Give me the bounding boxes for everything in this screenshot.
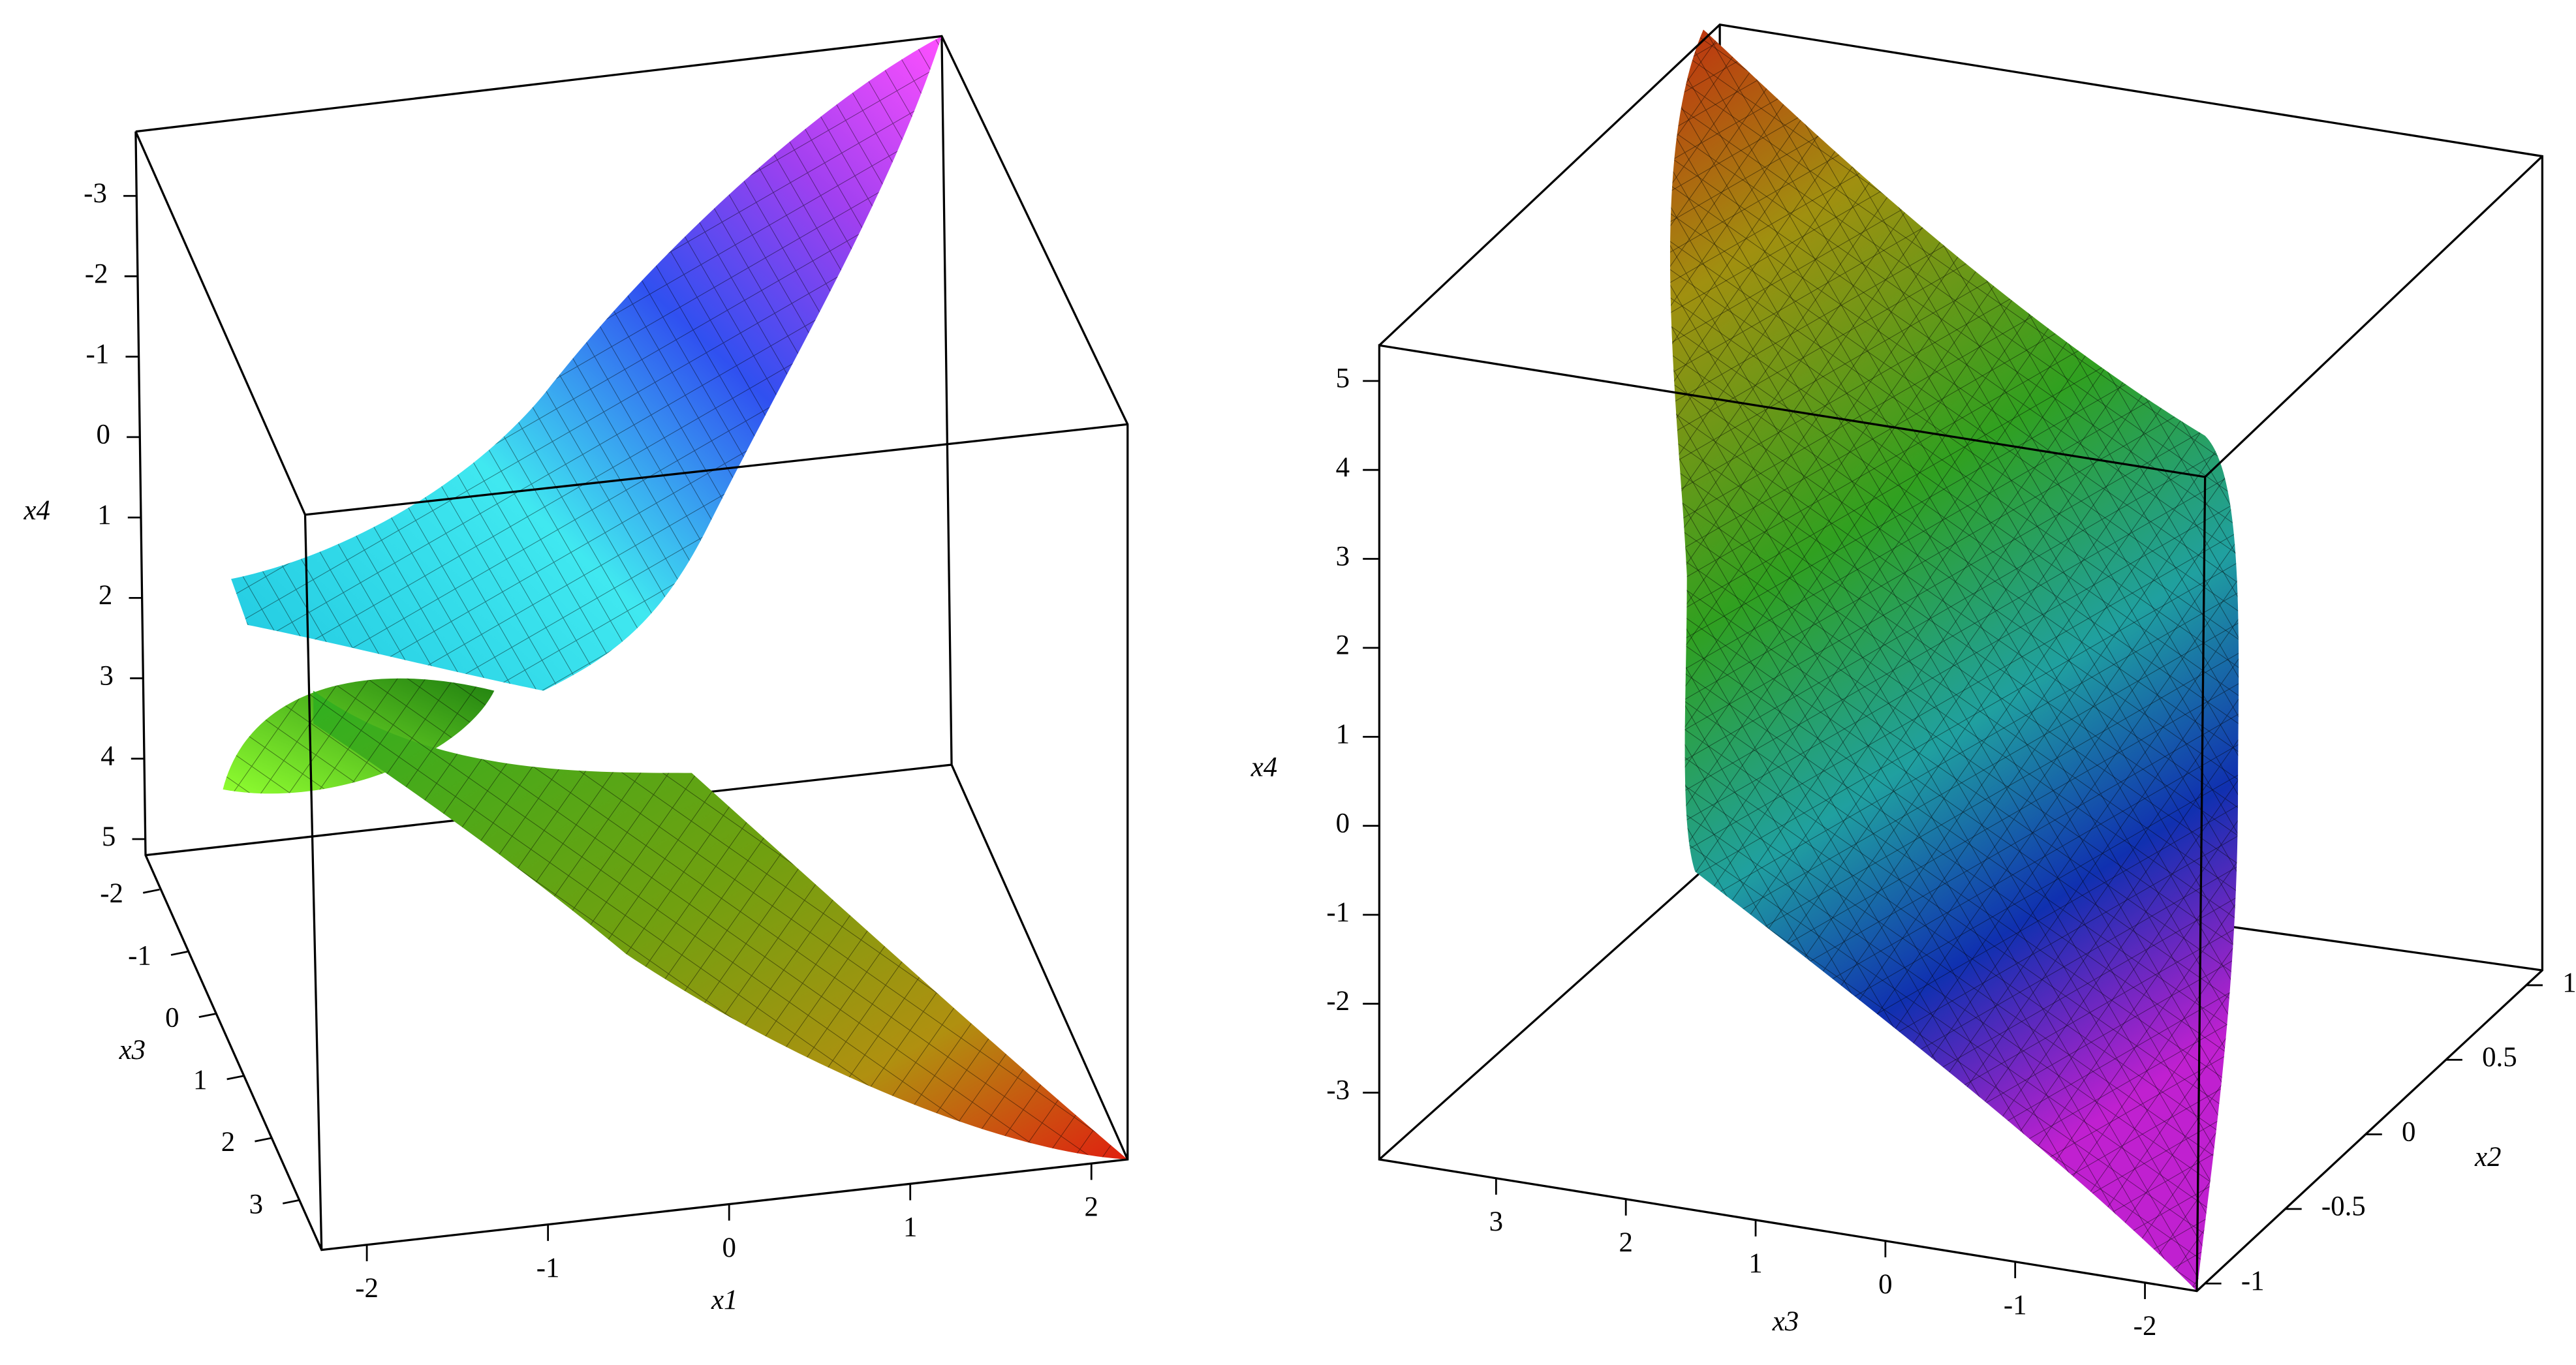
box-edge — [145, 36, 1129, 1160]
tick-label: -3 — [1326, 1075, 1350, 1106]
tick-label: -1 — [128, 940, 151, 971]
tick-label: -1 — [1326, 897, 1350, 928]
tick-label: 4 — [1336, 452, 1350, 483]
tick-label: 0.5 — [2482, 1042, 2517, 1073]
tick-label: 0 — [722, 1233, 736, 1263]
tick-label: -2 — [2134, 1311, 2157, 1342]
tick-label: -2 — [100, 878, 123, 909]
tick-label: 1 — [2562, 968, 2576, 998]
tick-mark — [282, 1199, 300, 1204]
tick-label: 2 — [1085, 1192, 1098, 1223]
axis-label: x3 — [1772, 1306, 1799, 1337]
tick-label: 3 — [100, 660, 114, 691]
tick-label: 0 — [2402, 1116, 2415, 1147]
tick-label: 1 — [97, 500, 111, 530]
tick-label: -1 — [86, 339, 110, 369]
tick-label: 1 — [903, 1212, 917, 1243]
tick-label: 0 — [96, 420, 110, 450]
tick-label: -3 — [84, 178, 107, 209]
tick-label: 5 — [1336, 363, 1350, 394]
tick-label: 5 — [102, 821, 116, 852]
tick-label: -1 — [536, 1253, 560, 1283]
tick-mark — [198, 1013, 216, 1019]
axis-label: x4 — [23, 495, 50, 526]
tick-label: -2 — [1326, 986, 1350, 1017]
tick-label: 3 — [1336, 541, 1350, 572]
tick-label: 0 — [1336, 808, 1350, 838]
axis-label: x1 — [711, 1285, 737, 1315]
tick-mark — [142, 888, 160, 894]
right-plot — [1378, 23, 2544, 1293]
axis-label: x3 — [119, 1035, 146, 1066]
tick-label: 3 — [1489, 1206, 1503, 1237]
tick-label: 0 — [1878, 1269, 1892, 1300]
tick-label: 3 — [249, 1189, 263, 1219]
tick-label: 2 — [99, 580, 112, 611]
axis-label: x4 — [1250, 752, 1277, 782]
surface-mesh — [1669, 29, 2239, 1291]
left-plot — [134, 35, 1129, 1251]
tick-mark — [255, 1137, 272, 1143]
tick-mark — [170, 951, 188, 956]
tick-label: 1 — [193, 1065, 207, 1096]
tick-label: 4 — [101, 741, 114, 772]
surface-lower-mesh — [313, 690, 1128, 1159]
surface-upper-mesh — [231, 36, 942, 691]
tick-label: -2 — [355, 1273, 379, 1304]
box-edge — [134, 35, 1129, 1251]
tick-label: -1 — [2241, 1266, 2265, 1296]
box-edge — [1378, 23, 2544, 1293]
tick-label: 2 — [221, 1127, 235, 1158]
tick-mark — [226, 1075, 244, 1081]
tick-label: 1 — [1336, 719, 1350, 750]
tick-label: 2 — [1336, 630, 1350, 661]
tick-label: 2 — [1619, 1227, 1632, 1258]
tick-label: 0 — [165, 1003, 179, 1034]
tick-label: -0.5 — [2321, 1191, 2366, 1222]
axis-label: x2 — [2474, 1142, 2501, 1173]
tick-label: -2 — [85, 258, 108, 289]
tick-label: 1 — [1748, 1248, 1762, 1279]
tick-label: -1 — [2004, 1290, 2027, 1321]
